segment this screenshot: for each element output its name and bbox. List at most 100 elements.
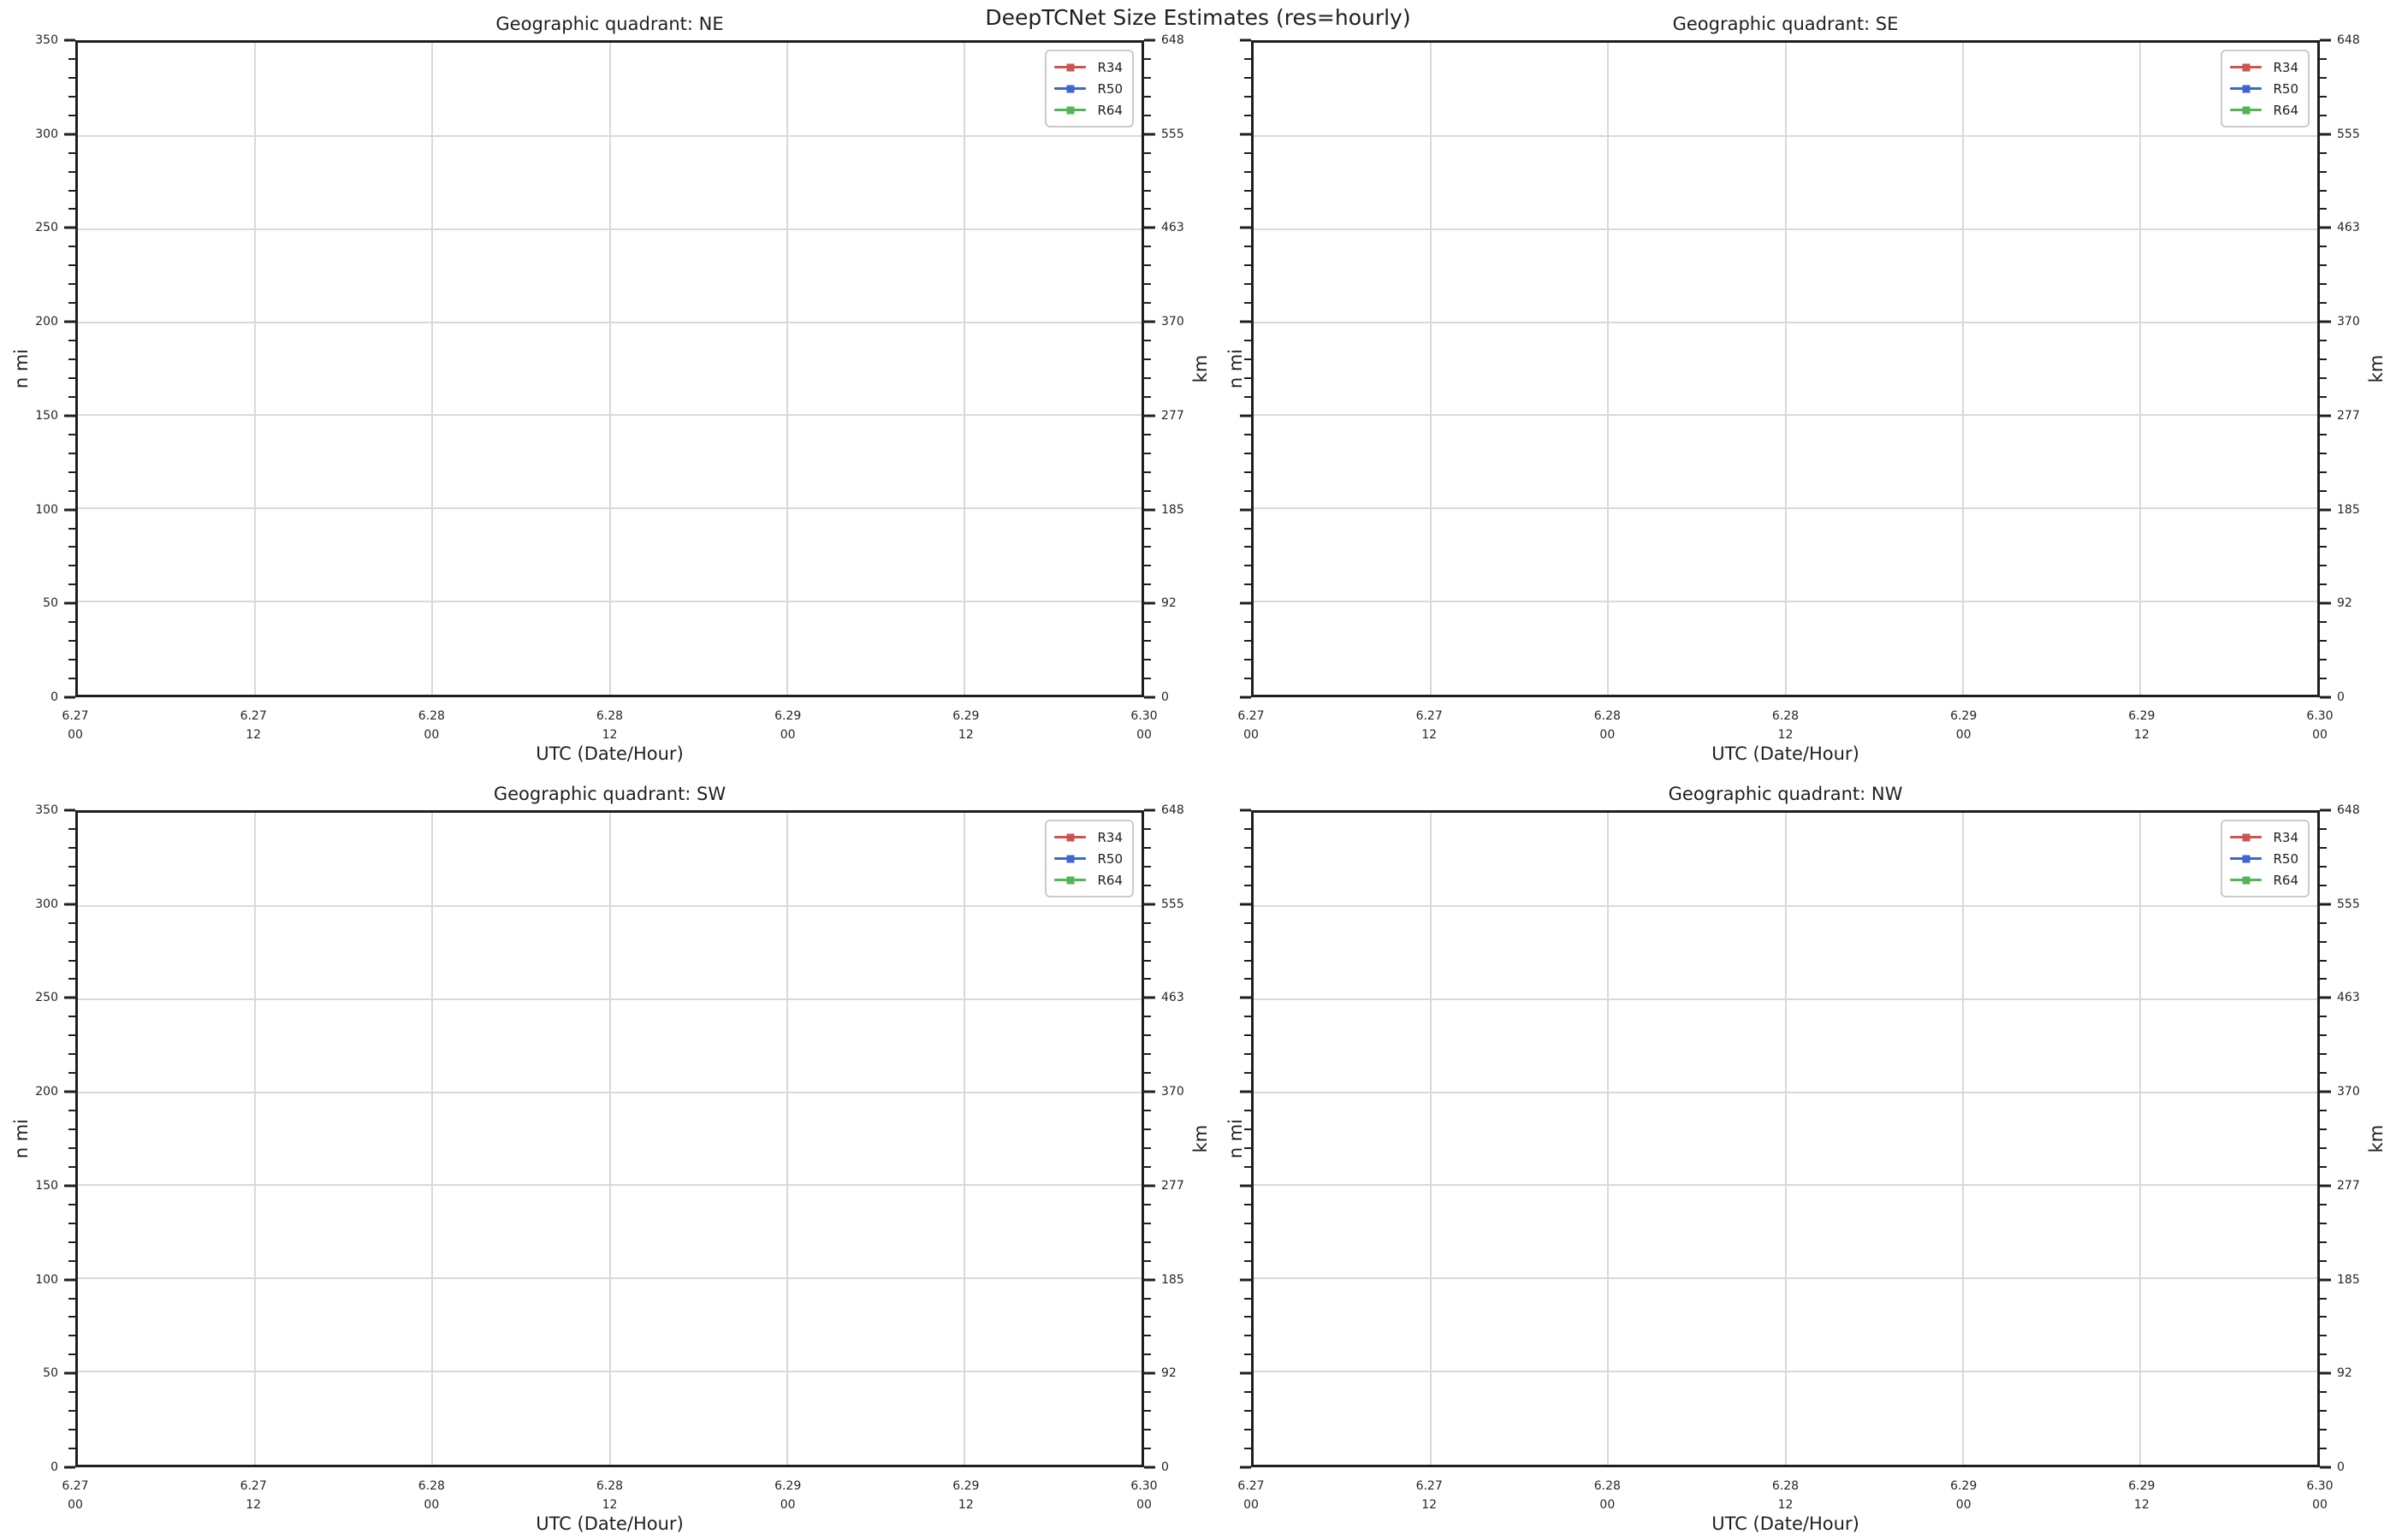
x-tick-label-line: 6.30 xyxy=(1130,709,1158,723)
y-minor-tick-right xyxy=(1144,1316,1151,1318)
y-minor-tick-left xyxy=(68,1241,75,1243)
x-tick-label-line: 12 xyxy=(602,1497,618,1512)
grid-layer xyxy=(78,813,1142,1465)
y-minor-tick-right xyxy=(2320,1429,2327,1431)
subplot-nw: Geographic quadrant: NW R34 R50 R64 0 92 185… xyxy=(1225,784,2387,1534)
y-tick-label-right: 463 xyxy=(1161,991,1184,1005)
y-major-tick-left xyxy=(64,508,75,512)
y-minor-tick-right xyxy=(1144,1241,1151,1243)
y-major-tick-left xyxy=(64,414,75,418)
y-tick-label-left: 350 xyxy=(35,33,58,47)
y-minor-tick-left xyxy=(68,959,75,962)
legend-item-label: R64 xyxy=(1097,872,1123,888)
x-tick-label: 6.29 00 xyxy=(774,708,801,744)
x-tick-label-line: 6.27 xyxy=(1237,1479,1265,1493)
y-minor-tick-right xyxy=(2320,395,2327,398)
left-axis-label: n mi xyxy=(1225,348,1246,389)
grid-layer xyxy=(1254,813,2317,1465)
x-tick-label-line: 00 xyxy=(780,1497,796,1512)
x-tick-label: 6.27 12 xyxy=(1416,1478,1443,1514)
x-tick-label-line: 6.29 xyxy=(774,709,802,723)
ticks-layer: 0 92 185 277 370 463 555 648 6.27 00 6.27 12 6.28 00 6… xyxy=(1237,803,2359,1512)
x-tick-label-line: 6.29 xyxy=(774,1479,802,1493)
y-minor-tick-right xyxy=(2320,1391,2327,1394)
x-tick-label-line: 00 xyxy=(1243,1497,1259,1512)
y-minor-tick-left xyxy=(1244,1259,1251,1262)
y-major-tick-left xyxy=(1240,696,1251,699)
y-tick-label-left: 200 xyxy=(35,1085,58,1099)
y-major-tick-left xyxy=(64,1371,75,1375)
gridline-vertical xyxy=(1607,43,1610,695)
y-minor-tick-right xyxy=(1144,527,1151,530)
y-minor-tick-left xyxy=(1244,1128,1251,1131)
ticks-layer: 0 0 50 92 100 185 150 277 200 370 250 463 300 555 350 6… xyxy=(35,803,1183,1512)
y-minor-tick-right xyxy=(2320,1203,2327,1205)
y-minor-tick-right xyxy=(2320,114,2327,116)
y-minor-tick-left xyxy=(68,489,75,492)
y-major-tick-right xyxy=(2320,996,2331,999)
y-major-tick-right xyxy=(1144,996,1155,999)
y-minor-tick-left xyxy=(68,565,75,567)
left-axis-label: n mi xyxy=(11,348,32,389)
y-minor-tick-right xyxy=(2320,1448,2327,1450)
y-minor-tick-right xyxy=(1144,959,1151,962)
x-tick-label-line: 6.28 xyxy=(418,1479,445,1493)
y-tick-label-left: 250 xyxy=(35,991,58,1005)
y-minor-tick-right xyxy=(2320,264,2327,267)
x-tick-label-line: 12 xyxy=(602,727,618,742)
x-tick-label-line: 12 xyxy=(2133,727,2150,742)
x-tick-label-line: 12 xyxy=(2133,1497,2150,1512)
left-axis-label: n mi xyxy=(1225,1118,1246,1159)
x-tick-label-line: 12 xyxy=(1777,727,1794,742)
y-minor-tick-left xyxy=(1244,1297,1251,1300)
gridline-vertical xyxy=(254,813,257,1465)
x-tick-label-line: 6.27 xyxy=(240,709,267,723)
legend-item: R64 xyxy=(1054,99,1123,121)
y-minor-tick-left xyxy=(68,340,75,342)
y-minor-tick-right xyxy=(1144,114,1151,116)
legend-marker xyxy=(1066,106,1075,114)
y-minor-tick-left xyxy=(1244,1316,1251,1318)
y-minor-tick-right xyxy=(2320,1410,2327,1413)
x-tick-label: 6.30 00 xyxy=(2306,708,2333,744)
y-minor-tick-left xyxy=(68,1128,75,1131)
y-minor-tick-left xyxy=(1244,489,1251,492)
y-minor-tick-right xyxy=(1144,283,1151,286)
y-major-tick-left xyxy=(1240,320,1251,323)
y-major-tick-right xyxy=(1144,414,1155,418)
legend-item: R64 xyxy=(1054,869,1123,891)
y-minor-tick-left xyxy=(68,76,75,79)
y-minor-tick-right xyxy=(2320,1241,2327,1243)
y-minor-tick-right xyxy=(1144,565,1151,567)
x-tick-label: 6.28 12 xyxy=(1772,1478,1799,1514)
y-minor-tick-right xyxy=(1144,57,1151,60)
plot-area: R34 R50 R64 xyxy=(75,40,1144,697)
legend-item: R50 xyxy=(2230,848,2298,869)
y-minor-tick-right xyxy=(2320,546,2327,548)
x-tick-label-line: 6.29 xyxy=(2128,709,2156,723)
y-minor-tick-left xyxy=(68,246,75,248)
y-major-tick-right xyxy=(1144,1278,1155,1282)
y-tick-label-left: 50 xyxy=(43,596,58,611)
y-minor-tick-right xyxy=(2320,1072,2327,1075)
y-minor-tick-right xyxy=(2320,76,2327,79)
y-major-tick-right xyxy=(2320,133,2331,136)
y-minor-tick-left xyxy=(68,151,75,154)
x-tick-label-line: 00 xyxy=(1955,727,1972,742)
y-tick-label-right: 277 xyxy=(1161,408,1184,423)
y-tick-label-right: 277 xyxy=(2337,1178,2360,1193)
y-minor-tick-left xyxy=(1244,846,1251,849)
y-minor-tick-left xyxy=(1244,376,1251,379)
y-tick-label-right: 0 xyxy=(2337,1460,2345,1474)
x-axis-label: UTC (Date/Hour) xyxy=(536,1513,684,1534)
y-major-tick-right xyxy=(2320,320,2331,323)
y-tick-label-left: 300 xyxy=(35,127,58,141)
x-tick-label: 6.28 00 xyxy=(1594,708,1621,744)
y-minor-tick-left xyxy=(1244,1165,1251,1168)
y-minor-tick-left xyxy=(68,1335,75,1337)
right-axis-label: km xyxy=(2366,1124,2387,1153)
x-tick-label-line: 00 xyxy=(2312,1497,2328,1512)
y-major-tick-left xyxy=(64,696,75,699)
grid-layer xyxy=(1254,43,2317,695)
